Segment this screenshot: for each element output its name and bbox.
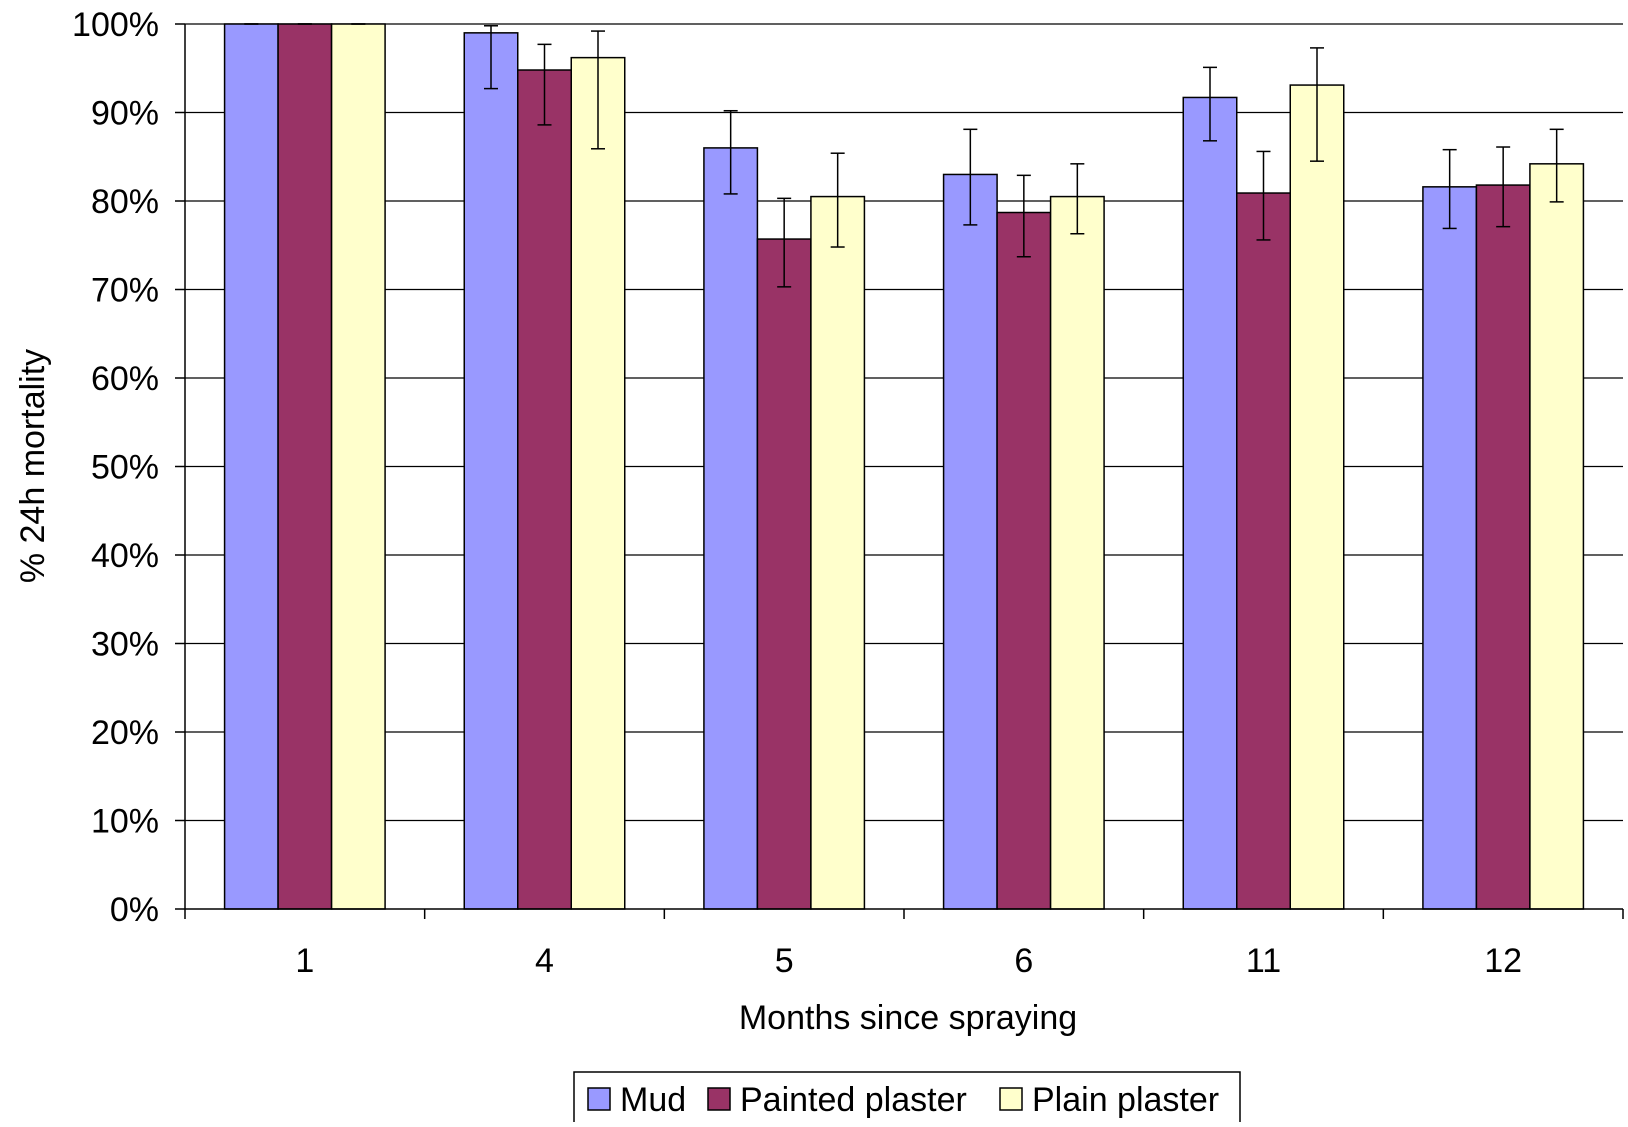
y-tick-label: 90% (91, 95, 159, 133)
axes (175, 23, 1624, 919)
bar (996, 211, 1052, 910)
bar (1422, 186, 1478, 910)
bar (1475, 184, 1531, 910)
y-tick-label: 0% (110, 891, 159, 929)
y-tick-label: 80% (91, 183, 159, 221)
bar (1049, 195, 1105, 910)
legend-swatch (707, 1087, 731, 1111)
legend-swatch (587, 1087, 611, 1111)
legend: Mud Painted plaster Plain plaster (573, 1071, 1241, 1127)
bar (330, 23, 386, 910)
x-tick-label: 12 (1484, 942, 1522, 980)
legend-label: Painted plaster (740, 1081, 967, 1119)
bar (277, 23, 333, 910)
y-tick-label: 60% (91, 360, 159, 398)
bar (463, 32, 519, 910)
x-tick-label: 4 (535, 942, 554, 980)
legend-box (573, 1071, 1241, 1127)
bar (1182, 96, 1238, 910)
bar (1289, 84, 1345, 910)
bar (1529, 163, 1585, 910)
x-axis-title: Months since spraying (739, 999, 1077, 1037)
tick-labels: 0% 10% 20% 30% 40% 50% 60% 70% 80% 90% 100% 1 4 5 6 11 1… (72, 6, 1522, 980)
bar (756, 238, 812, 910)
bar (942, 173, 998, 910)
error-bars (244, 23, 1564, 288)
bar (223, 23, 279, 910)
legend-label: Plain plaster (1032, 1081, 1219, 1119)
legend-label: Mud (620, 1081, 686, 1119)
y-tick-label: 100% (72, 6, 159, 44)
x-tick-label: 1 (295, 942, 314, 980)
y-axis-title: % 24h mortality (14, 349, 52, 583)
x-tick-label: 11 (1246, 942, 1281, 980)
y-tick-label: 10% (91, 803, 159, 841)
bar (810, 195, 866, 910)
y-tick-label: 20% (91, 714, 159, 752)
y-tick-label: 40% (91, 537, 159, 575)
bar (570, 56, 626, 910)
y-tick-label: 70% (91, 272, 159, 310)
x-tick-label: 6 (1014, 942, 1033, 980)
legend-swatch (999, 1087, 1023, 1111)
y-tick-label: 50% (91, 449, 159, 487)
x-tick-label: 5 (775, 942, 794, 980)
bar (1236, 192, 1291, 910)
bar (703, 147, 759, 910)
gridlines (185, 23, 1623, 822)
y-tick-label: 30% (91, 626, 159, 664)
bar (517, 69, 572, 910)
